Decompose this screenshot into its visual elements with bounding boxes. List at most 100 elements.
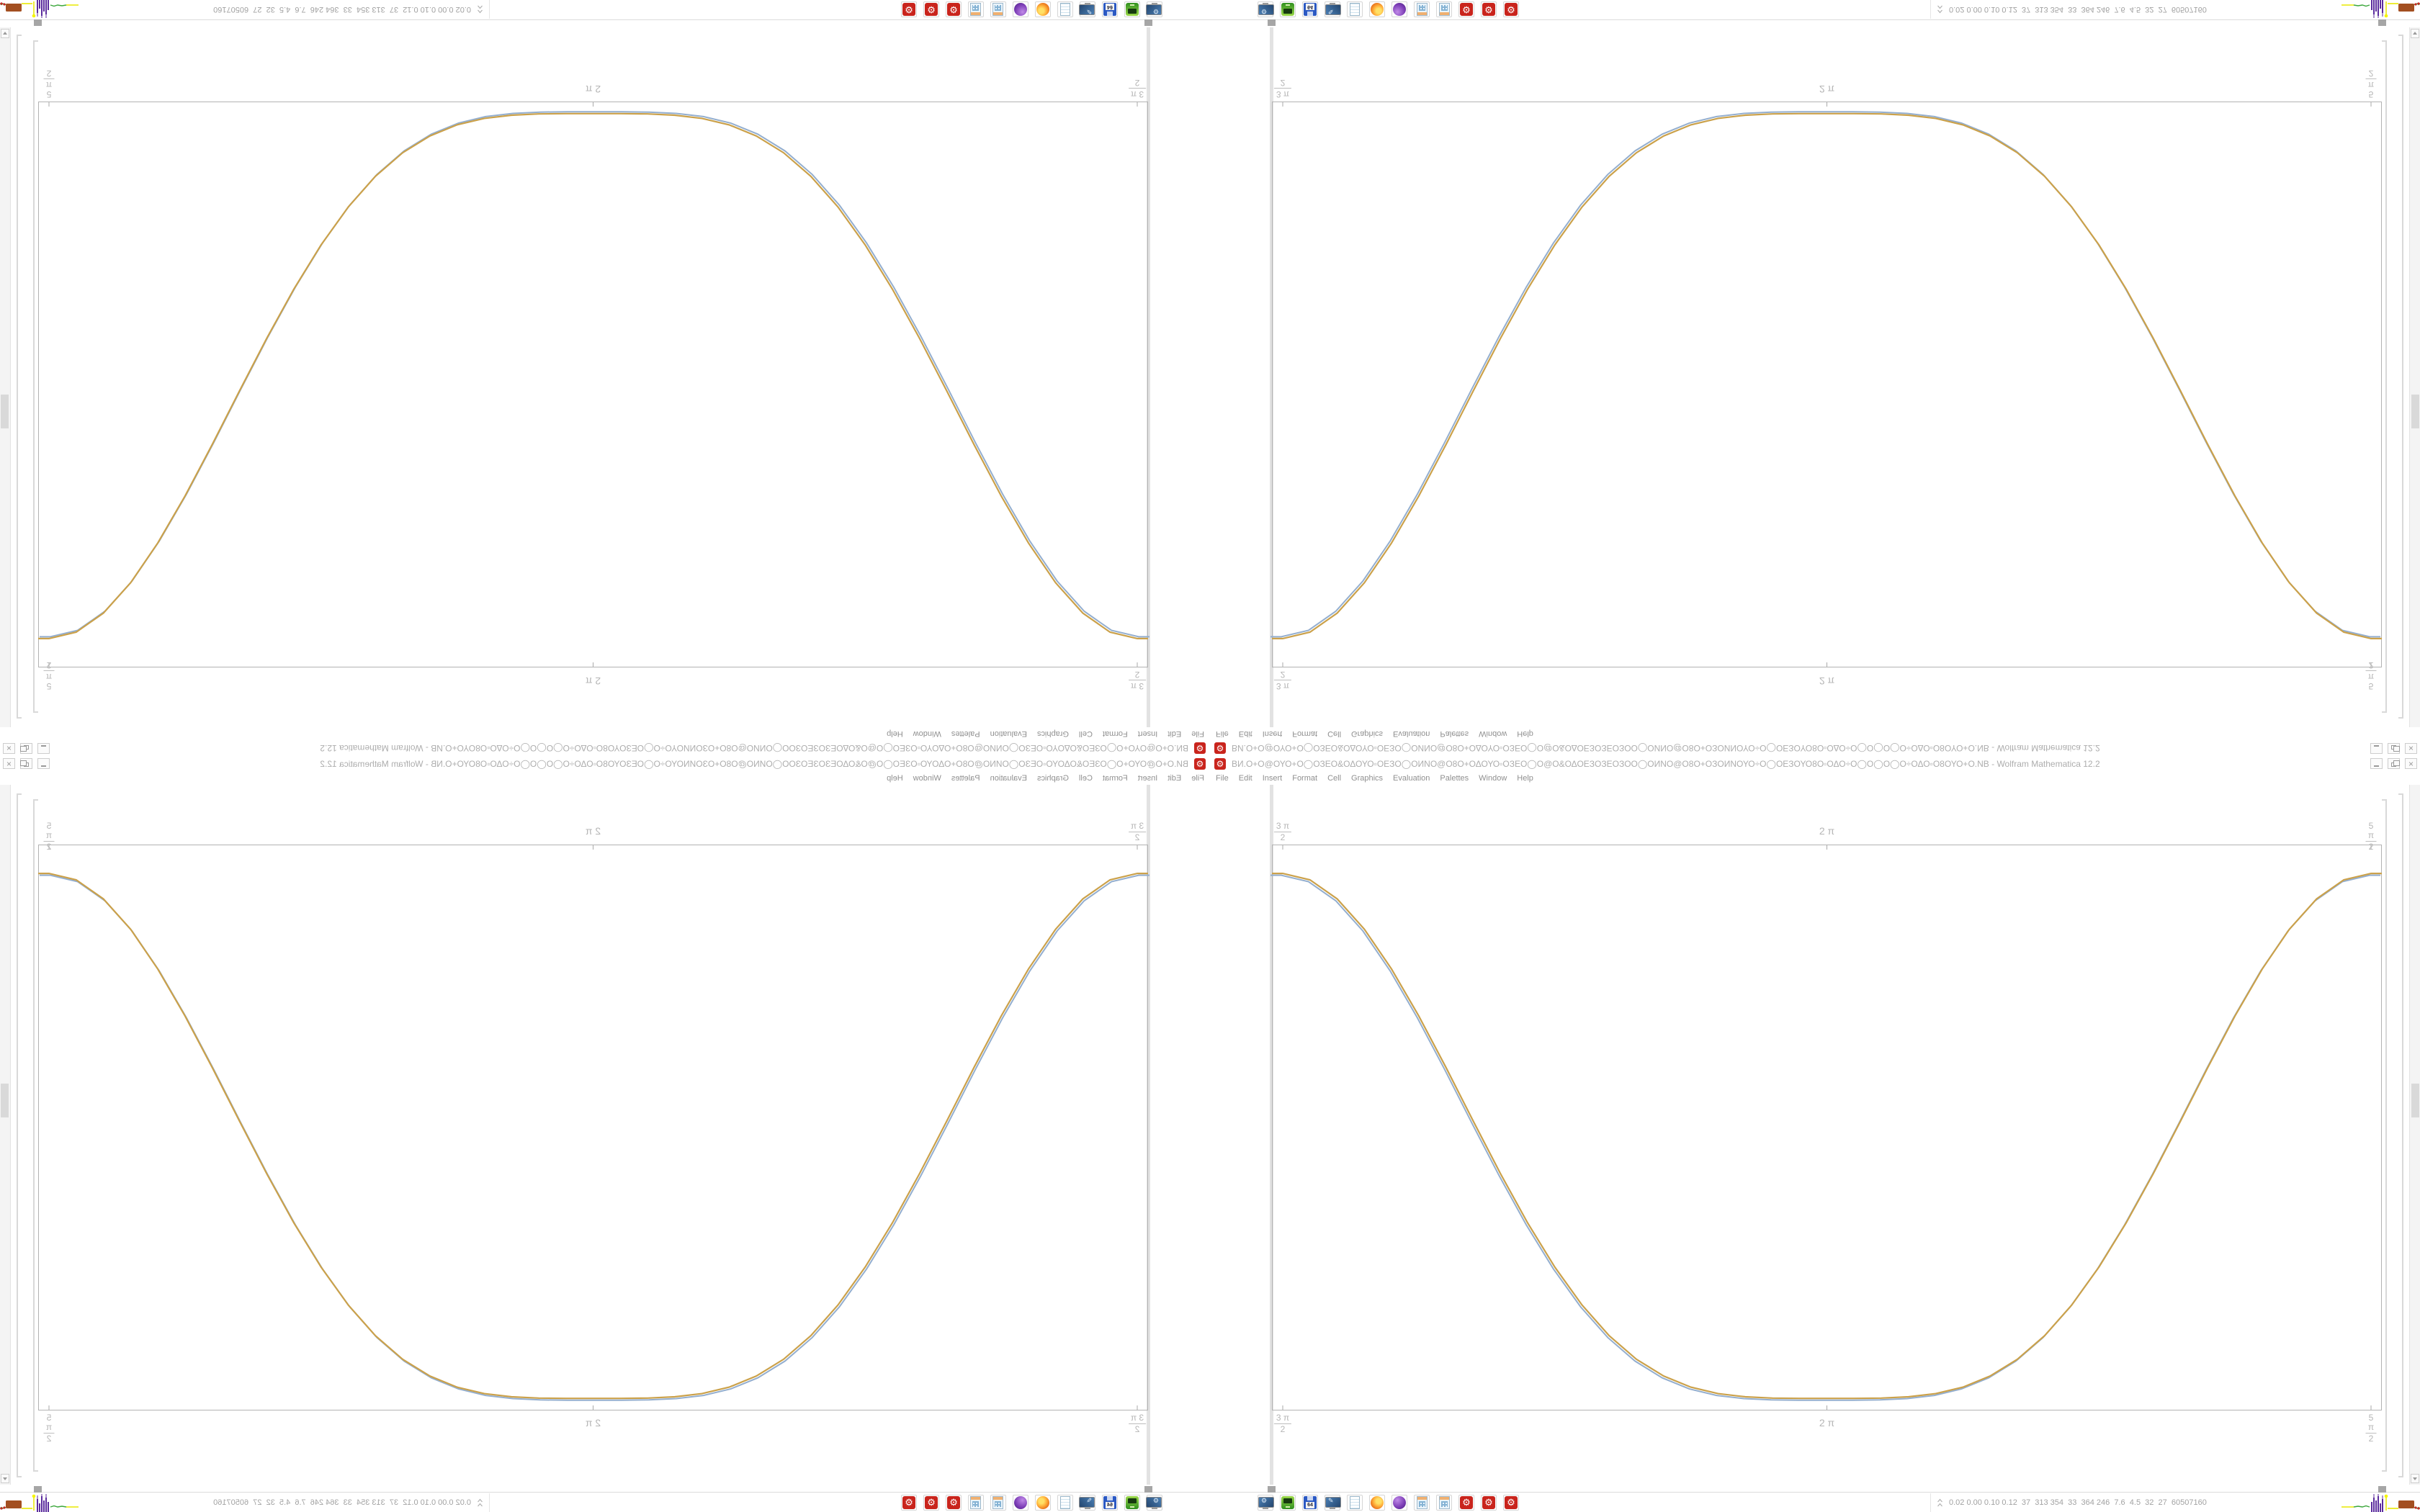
green-device-app-icon[interactable]	[1124, 1495, 1140, 1511]
menu-item-window[interactable]: Window	[913, 774, 941, 783]
menu-item-format[interactable]: Format	[1292, 774, 1318, 783]
purple-ball-app-icon[interactable]	[1392, 1, 1407, 17]
vertical-scrollbar[interactable]	[0, 27, 11, 727]
cell-bracket-outer[interactable]	[2402, 35, 2403, 719]
menu-item-graphics[interactable]: Graphics	[1036, 729, 1069, 738]
green-device-app-icon[interactable]	[1124, 1, 1140, 17]
calculator-app-icon[interactable]	[1436, 1, 1452, 17]
window-titlebar[interactable]: ⚙ ΒИ.Ο+Ο@ΟΥΟ+Ο◯ΟЗΕΟ&ΟΔΟΥΟ▫ΟΕЗΟ◯ΟИΝΟ@Ο8Ο+…	[1210, 740, 2420, 756]
purple-ball-app-icon[interactable]	[1392, 1495, 1407, 1511]
purple-ball-app-icon[interactable]	[1013, 1, 1028, 17]
resize-grip-right[interactable]	[34, 1486, 42, 1493]
resize-grip-left[interactable]	[1268, 1486, 1276, 1493]
menu-item-cell[interactable]: Cell	[1327, 774, 1342, 783]
window-titlebar[interactable]: ⚙ ΒИ.Ο+Ο@ΟΥΟ+Ο◯ΟЗΕΟ&ΟΔΟΥΟ▫ΟΕЗΟ◯ΟИΝΟ@Ο8Ο+…	[1210, 756, 2420, 772]
calculator-app-icon[interactable]	[1414, 1, 1430, 17]
menu-item-format[interactable]: Format	[1102, 729, 1128, 738]
scrollbar-down-button[interactable]	[1, 29, 9, 38]
expand-chevrons-icon[interactable]	[1937, 4, 1943, 14]
floppy-64-app-icon[interactable]: 64	[1302, 1, 1318, 17]
resize-grip-left[interactable]	[1268, 19, 1276, 26]
minimize-button[interactable]	[37, 758, 50, 769]
mathematica-task-icon[interactable]	[923, 1495, 939, 1511]
scrollbar-thumb[interactable]	[2411, 1084, 2419, 1117]
scrollbar-thumb[interactable]	[2411, 395, 2419, 428]
minimize-button[interactable]	[37, 743, 50, 754]
cell-bracket-outer[interactable]	[17, 793, 18, 1477]
menu-item-edit[interactable]: Edit	[1168, 774, 1182, 783]
system-monitor-app-icon[interactable]: ⚙	[1147, 1, 1162, 17]
cell-bracket-outer[interactable]	[2398, 793, 2403, 1477]
calculator-app-icon[interactable]	[1436, 1495, 1452, 1511]
menu-item-palettes[interactable]: Palettes	[1440, 774, 1469, 783]
scrollbar-thumb[interactable]	[1, 395, 9, 428]
calculator-app-icon[interactable]	[968, 1, 984, 17]
menu-item-window[interactable]: Window	[1479, 774, 1507, 783]
menu-item-graphics[interactable]: Graphics	[1351, 729, 1384, 738]
firefox-app-icon[interactable]	[1035, 1495, 1051, 1511]
floppy-64-app-icon[interactable]: 64	[1102, 1, 1118, 17]
mathematica-task-icon[interactable]	[923, 1, 939, 17]
menu-item-help[interactable]: Help	[1517, 774, 1533, 783]
close-button[interactable]: ×	[2405, 758, 2417, 769]
system-monitor-app-icon[interactable]: ⚙	[1258, 1, 1273, 17]
scrollbar-down-button[interactable]	[2411, 29, 2419, 38]
calculator-app-icon[interactable]	[990, 1495, 1006, 1511]
menu-item-cell[interactable]: Cell	[1078, 774, 1093, 783]
menu-item-palettes[interactable]: Palettes	[951, 729, 980, 738]
menu-item-edit[interactable]: Edit	[1238, 774, 1252, 783]
close-button[interactable]: ×	[3, 758, 15, 769]
notepad-app-icon[interactable]	[1057, 1, 1073, 17]
menu-item-format[interactable]: Format	[1102, 774, 1128, 783]
close-button[interactable]: ×	[3, 743, 15, 754]
system-monitor-app-icon[interactable]: ⚙	[1147, 1495, 1162, 1511]
green-device-app-icon[interactable]	[1280, 1, 1296, 17]
remote-display-app-icon[interactable]: ✎	[1080, 1, 1095, 17]
menu-item-file[interactable]: File	[1216, 774, 1229, 783]
cell-bracket-inner[interactable]	[33, 40, 35, 713]
resize-grip-left[interactable]	[1144, 19, 1152, 26]
mathematica-task-icon[interactable]	[1503, 1495, 1519, 1511]
calculator-app-icon[interactable]	[990, 1, 1006, 17]
menu-item-format[interactable]: Format	[1292, 729, 1318, 738]
menu-item-file[interactable]: File	[1191, 729, 1204, 738]
menu-item-insert[interactable]: Insert	[1137, 774, 1158, 783]
menu-item-window[interactable]: Window	[1479, 729, 1507, 738]
expand-chevrons-icon[interactable]	[477, 1498, 483, 1508]
floppy-64-app-icon[interactable]: 64	[1302, 1495, 1318, 1511]
remote-display-app-icon[interactable]: ✎	[1325, 1495, 1341, 1511]
maximize-button[interactable]	[2388, 743, 2400, 754]
mathematica-task-icon[interactable]	[901, 1, 917, 17]
notepad-app-icon[interactable]	[1057, 1495, 1073, 1511]
minimize-button[interactable]	[2370, 758, 2383, 769]
scrollbar-down-button[interactable]	[1, 1474, 9, 1483]
cell-bracket-outer[interactable]	[17, 35, 18, 719]
vertical-scrollbar[interactable]	[0, 785, 11, 1485]
purple-ball-app-icon[interactable]	[1013, 1495, 1028, 1511]
menu-item-insert[interactable]: Insert	[1262, 729, 1283, 738]
cell-bracket-inner[interactable]	[2385, 40, 2387, 713]
expand-chevrons-icon[interactable]	[477, 4, 483, 14]
window-titlebar[interactable]: ⚙ ΒИ.Ο+Ο@ΟΥΟ+Ο◯ΟЗΕΟ&ΟΔΟΥΟ▫ΟΕЗΟ◯ΟИΝΟ@Ο8Ο+…	[0, 740, 1210, 756]
menu-item-graphics[interactable]: Graphics	[1036, 774, 1069, 783]
menu-item-help[interactable]: Help	[1517, 729, 1533, 738]
mathematica-task-icon[interactable]	[1481, 1, 1497, 17]
close-button[interactable]: ×	[2405, 743, 2417, 754]
mathematica-task-icon[interactable]	[1458, 1495, 1474, 1511]
menu-item-file[interactable]: File	[1216, 729, 1229, 738]
firefox-app-icon[interactable]	[1035, 1, 1051, 17]
menu-item-cell[interactable]: Cell	[1327, 729, 1342, 738]
menu-item-insert[interactable]: Insert	[1137, 729, 1158, 738]
mathematica-task-icon[interactable]	[946, 1495, 962, 1511]
maximize-button[interactable]	[20, 743, 32, 754]
resize-grip-left[interactable]	[1144, 1486, 1152, 1493]
menu-item-palettes[interactable]: Palettes	[951, 774, 980, 783]
calculator-app-icon[interactable]	[1414, 1495, 1430, 1511]
remote-display-app-icon[interactable]: ✎	[1325, 1, 1340, 17]
menu-item-insert[interactable]: Insert	[1262, 774, 1283, 783]
mathematica-task-icon[interactable]	[1481, 1495, 1497, 1511]
notepad-app-icon[interactable]	[1347, 1495, 1363, 1511]
notepad-app-icon[interactable]	[1347, 1, 1363, 17]
vertical-scrollbar[interactable]	[2409, 27, 2420, 727]
mathematica-task-icon[interactable]	[946, 1, 962, 17]
